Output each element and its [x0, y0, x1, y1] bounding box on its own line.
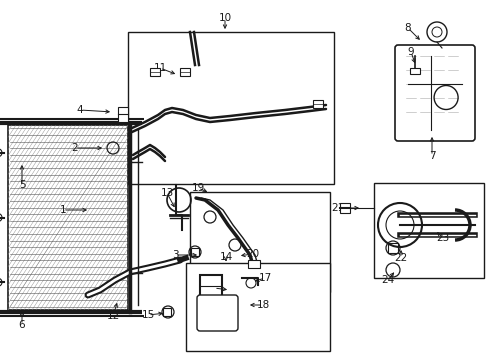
Bar [373, 183, 483, 278]
Text: 16: 16 [207, 283, 220, 293]
Text: 6: 6 [19, 320, 25, 330]
Bar [150, 68, 160, 76]
Bar [191, 248, 199, 256]
Text: 11: 11 [153, 63, 166, 73]
Text: 13: 13 [160, 188, 173, 198]
Text: 5: 5 [19, 180, 25, 190]
Bar [185, 263, 329, 351]
FancyBboxPatch shape [197, 295, 238, 331]
Bar [339, 203, 349, 213]
Text: 1: 1 [60, 205, 66, 215]
Text: 17: 17 [258, 273, 271, 283]
Text: 14: 14 [219, 252, 232, 262]
Bar [409, 68, 419, 74]
Bar [128, 32, 333, 184]
Bar [8, 125, 128, 310]
Text: 23: 23 [435, 233, 448, 243]
Bar [312, 100, 323, 108]
Text: 8: 8 [404, 23, 410, 33]
Text: 7: 7 [428, 151, 434, 161]
Text: 4: 4 [77, 105, 83, 115]
Bar [190, 192, 329, 292]
Text: 9: 9 [407, 47, 413, 57]
Text: 18: 18 [256, 300, 269, 310]
Text: 3: 3 [171, 250, 178, 260]
Text: 21: 21 [331, 203, 344, 213]
Text: 22: 22 [393, 253, 407, 263]
Bar [387, 243, 397, 253]
Bar [200, 275, 222, 297]
Text: 20: 20 [246, 249, 259, 259]
Text: 19: 19 [191, 183, 204, 193]
Bar [180, 68, 190, 76]
FancyBboxPatch shape [394, 45, 474, 141]
Bar [163, 308, 171, 316]
Bar [247, 260, 260, 268]
Text: 12: 12 [106, 311, 120, 321]
Text: 10: 10 [218, 13, 231, 23]
Text: 15: 15 [141, 310, 154, 320]
Text: 24: 24 [381, 275, 394, 285]
Bar [118, 107, 128, 122]
Text: 2: 2 [72, 143, 78, 153]
